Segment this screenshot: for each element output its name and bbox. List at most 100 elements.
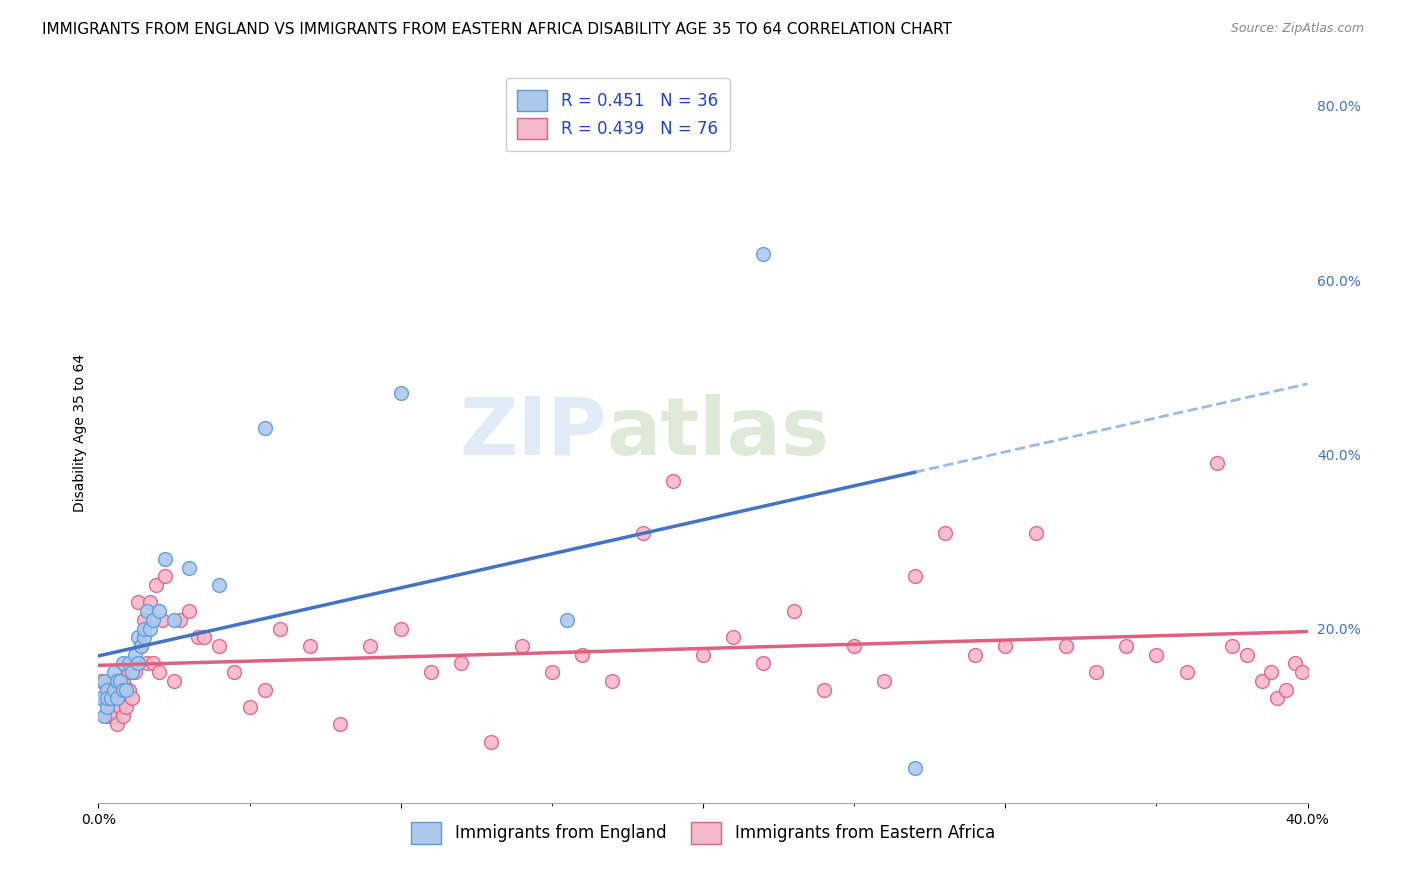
Point [100, 691, 122, 706]
Point [93, 691, 115, 706]
Point [105, 717, 128, 731]
Point [103, 673, 125, 688]
Point [121, 691, 143, 706]
Point [994, 639, 1017, 653]
Point [179, 604, 201, 618]
Text: IMMIGRANTS FROM ENGLAND VS IMMIGRANTS FROM EASTERN AFRICA DISABILITY AGE 35 TO 6: IMMIGRANTS FROM ENGLAND VS IMMIGRANTS FR… [42, 22, 952, 37]
Point [127, 630, 149, 644]
Point [1054, 639, 1077, 653]
Point [118, 682, 141, 697]
Point [1206, 456, 1229, 470]
Y-axis label: Disability Age 35 to 64: Disability Age 35 to 64 [73, 353, 87, 512]
Point [904, 761, 927, 775]
Point [142, 613, 165, 627]
Point [208, 639, 231, 653]
Point [153, 552, 176, 566]
Point [108, 682, 131, 697]
Point [1284, 657, 1306, 671]
Point [329, 717, 352, 731]
Point [1175, 665, 1198, 680]
Point [114, 682, 136, 697]
Point [224, 665, 246, 680]
Point [96, 682, 118, 697]
Point [1085, 665, 1108, 680]
Point [602, 673, 624, 688]
Point [269, 622, 291, 636]
Point [661, 474, 683, 488]
Point [96, 708, 118, 723]
Point [420, 665, 443, 680]
Point [723, 630, 745, 644]
Point [783, 604, 806, 618]
Point [555, 613, 578, 627]
Point [132, 622, 155, 636]
Point [1236, 648, 1258, 662]
Point [153, 569, 176, 583]
Point [90, 673, 112, 688]
Point [139, 595, 162, 609]
Point [1220, 639, 1243, 653]
Point [105, 691, 128, 706]
Point [208, 578, 231, 592]
Point [163, 673, 186, 688]
Point [111, 708, 134, 723]
Point [1115, 639, 1137, 653]
Point [1260, 665, 1282, 680]
Point [169, 613, 191, 627]
Point [1024, 525, 1046, 540]
Point [1144, 648, 1167, 662]
Point [100, 700, 122, 714]
Text: Source: ZipAtlas.com: Source: ZipAtlas.com [1230, 22, 1364, 36]
Point [127, 657, 149, 671]
Point [904, 569, 927, 583]
Point [96, 682, 118, 697]
Point [145, 578, 167, 592]
Point [108, 673, 131, 688]
Point [631, 525, 654, 540]
Point [1291, 665, 1313, 680]
Point [124, 648, 146, 662]
Point [93, 708, 115, 723]
Text: ZIP: ZIP [458, 393, 606, 472]
Point [111, 673, 134, 688]
Point [132, 613, 155, 627]
Point [1267, 691, 1289, 706]
Point [1275, 682, 1298, 697]
Point [135, 604, 157, 618]
Point [103, 708, 125, 723]
Point [93, 673, 115, 688]
Point [118, 665, 141, 680]
Point [873, 673, 896, 688]
Point [510, 639, 533, 653]
Point [105, 673, 128, 688]
Point [179, 560, 201, 574]
Point [103, 682, 125, 697]
Point [129, 639, 152, 653]
Point [111, 682, 134, 697]
Point [1251, 673, 1274, 688]
Point [108, 700, 131, 714]
Point [111, 657, 134, 671]
Point [692, 648, 714, 662]
Point [135, 657, 157, 671]
Point [139, 622, 162, 636]
Point [934, 525, 956, 540]
Point [124, 665, 146, 680]
Point [114, 700, 136, 714]
Point [481, 735, 503, 749]
Point [103, 665, 125, 680]
Point [193, 630, 215, 644]
Point [253, 421, 276, 435]
Point [752, 657, 775, 671]
Point [540, 665, 562, 680]
Point [239, 700, 262, 714]
Legend: Immigrants from England, Immigrants from Eastern Africa: Immigrants from England, Immigrants from… [401, 813, 1005, 854]
Point [129, 639, 152, 653]
Point [148, 604, 170, 618]
Point [132, 630, 155, 644]
Point [965, 648, 987, 662]
Point [187, 630, 209, 644]
Point [163, 613, 186, 627]
Point [121, 665, 143, 680]
Point [118, 657, 141, 671]
